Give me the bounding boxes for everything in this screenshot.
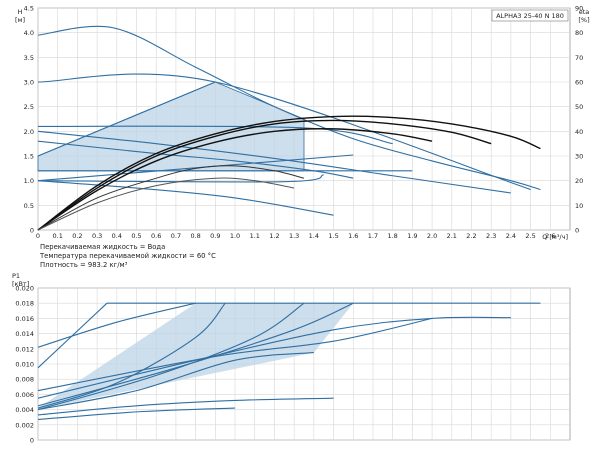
top-x-tick-label: 1.9 <box>407 232 417 240</box>
bottom-y-tick-label: 0.016 <box>15 315 34 323</box>
top-y-tick-label: 2.5 <box>24 103 34 111</box>
top-x-tick-label: 1.0 <box>230 232 240 240</box>
top-series-constant-pressure-3.0 <box>37 73 531 191</box>
top-series-autoadapt-mid <box>37 130 511 194</box>
top-x-tick-label: 0 <box>36 232 40 240</box>
top-y2-tick-label: 30 <box>575 153 583 161</box>
top-y2-tick-label: 60 <box>575 79 583 87</box>
top-series-qh-black-3 <box>37 128 433 231</box>
top-x-tick-label: 0.2 <box>72 232 82 240</box>
top-series-qh-black-4 <box>37 165 305 231</box>
top-y-tick-label: 2.0 <box>24 128 34 136</box>
top-x-tick-label: 1.3 <box>289 232 299 240</box>
bottom-y-tick-label: 0.002 <box>15 421 34 429</box>
bottom-series-p1-j <box>37 407 236 421</box>
top-y2-tick-label: 20 <box>575 177 583 185</box>
top-x-tick-label: 2.2 <box>466 232 476 240</box>
top-x-tick-label: 0.5 <box>131 232 141 240</box>
top-x-tick-label: 2.3 <box>486 232 496 240</box>
top-y-tick-label: 4.5 <box>24 5 34 13</box>
bottom-series-p1-h <box>37 352 314 411</box>
top-y2-axis-label: eta <box>579 8 590 16</box>
bottom-y-tick-label: 0.006 <box>15 391 34 399</box>
top-y-axis-label: H <box>18 8 23 16</box>
top-y2-tick-label: 40 <box>575 128 583 136</box>
top-y-tick-label: 1.0 <box>24 177 34 185</box>
top-y-tick-label: 0 <box>30 227 34 235</box>
top-x-tick-label: 0.3 <box>92 232 102 240</box>
top-x-tick-label: 1.1 <box>250 232 260 240</box>
top-x-axis-label: Q [м³/ч] <box>542 233 568 241</box>
top-x-tick-label: 0.7 <box>171 232 181 240</box>
bottom-y-tick-label: 0 <box>30 437 34 445</box>
bottom-series-p1-g <box>37 317 433 392</box>
bottom-y-axis-label: P1 <box>12 272 20 280</box>
top-x-tick-label: 2.5 <box>525 232 535 240</box>
bottom-y-tick-label: 0.012 <box>15 345 34 353</box>
top-x-tick-label: 1.4 <box>309 232 319 240</box>
top-series-constant-curve-max <box>37 25 541 191</box>
top-series-speed-1-upper <box>37 140 354 179</box>
top-series-qh-black-2 <box>37 119 492 231</box>
top-series-constant-1.0 <box>37 174 324 183</box>
top-x-tick-label: 2.1 <box>447 232 457 240</box>
top-y-tick-label: 1.5 <box>24 153 34 161</box>
top-y-tick-label: 3.0 <box>24 79 34 87</box>
top-x-tick-label: 0.8 <box>190 232 200 240</box>
top-y-tick-label: 0.5 <box>24 202 34 210</box>
top-y2-axis-unit: [%] <box>578 16 589 24</box>
top-y2-tick-label: 50 <box>575 103 583 111</box>
top-x-tick-label: 2.0 <box>427 232 437 240</box>
top-x-tick-label: 1.8 <box>387 232 397 240</box>
top-x-tick-label: 2.4 <box>506 232 516 240</box>
bottom-series-p1-c <box>37 302 226 409</box>
bottom-y-tick-label: 0.018 <box>15 300 34 308</box>
chart-title: ALPHA3 25-40 N 180 <box>496 12 564 20</box>
top-x-tick-label: 1.2 <box>269 232 279 240</box>
fluid-note: Перекачиваемая жидкость = Вода <box>40 243 165 251</box>
bottom-series-p1-f <box>37 316 511 399</box>
top-y-tick-label: 3.5 <box>24 54 34 62</box>
top-x-tick-label: 0.4 <box>112 232 122 240</box>
bottom-y-axis-unit: [кВт] <box>12 280 29 288</box>
bottom-y-tick-label: 0.008 <box>15 376 34 384</box>
top-x-tick-label: 2.6 <box>545 232 555 240</box>
bottom-y-tick-label: 0.010 <box>15 361 34 369</box>
bottom-y-tick-label: 0.014 <box>15 330 34 338</box>
top-series-constant-pressure-2.1 <box>37 125 393 145</box>
top-x-tick-label: 0.6 <box>151 232 161 240</box>
top-y2-tick-label: 10 <box>575 202 583 210</box>
top-y2-tick-label: 90 <box>575 5 583 13</box>
top-series-qh-black-5 <box>37 177 295 231</box>
top-y2-tick-label: 70 <box>575 54 583 62</box>
top-x-tick-label: 1.5 <box>328 232 338 240</box>
top-x-tick-label: 0.9 <box>210 232 220 240</box>
fluid-note: Плотность = 983.2 кг/м³ <box>40 261 128 269</box>
chart-title-box <box>491 9 569 22</box>
top-series-proportional-upper <box>37 81 216 157</box>
top-x-tick-label: 0.1 <box>53 232 63 240</box>
fluid-note: Температура перекачиваемой жидкости = 60… <box>39 252 216 260</box>
bottom-series-p1-i <box>37 397 334 416</box>
bottom-y-tick-label: 0.020 <box>15 285 34 293</box>
top-series-qh-black-1 <box>37 115 541 231</box>
top-y2-tick-label: 80 <box>575 29 583 37</box>
top-y-axis-unit: [м] <box>15 16 25 24</box>
bottom-series-p1-b <box>37 302 196 348</box>
top-series-autoadapt-low <box>37 180 334 216</box>
top-x-tick-label: 1.6 <box>348 232 358 240</box>
bottom-y-tick-label: 0.004 <box>15 406 34 414</box>
top-y-tick-label: 4.0 <box>24 29 34 37</box>
top-x-tick-label: 1.7 <box>368 232 378 240</box>
top-y2-tick-label: 0 <box>575 227 579 235</box>
